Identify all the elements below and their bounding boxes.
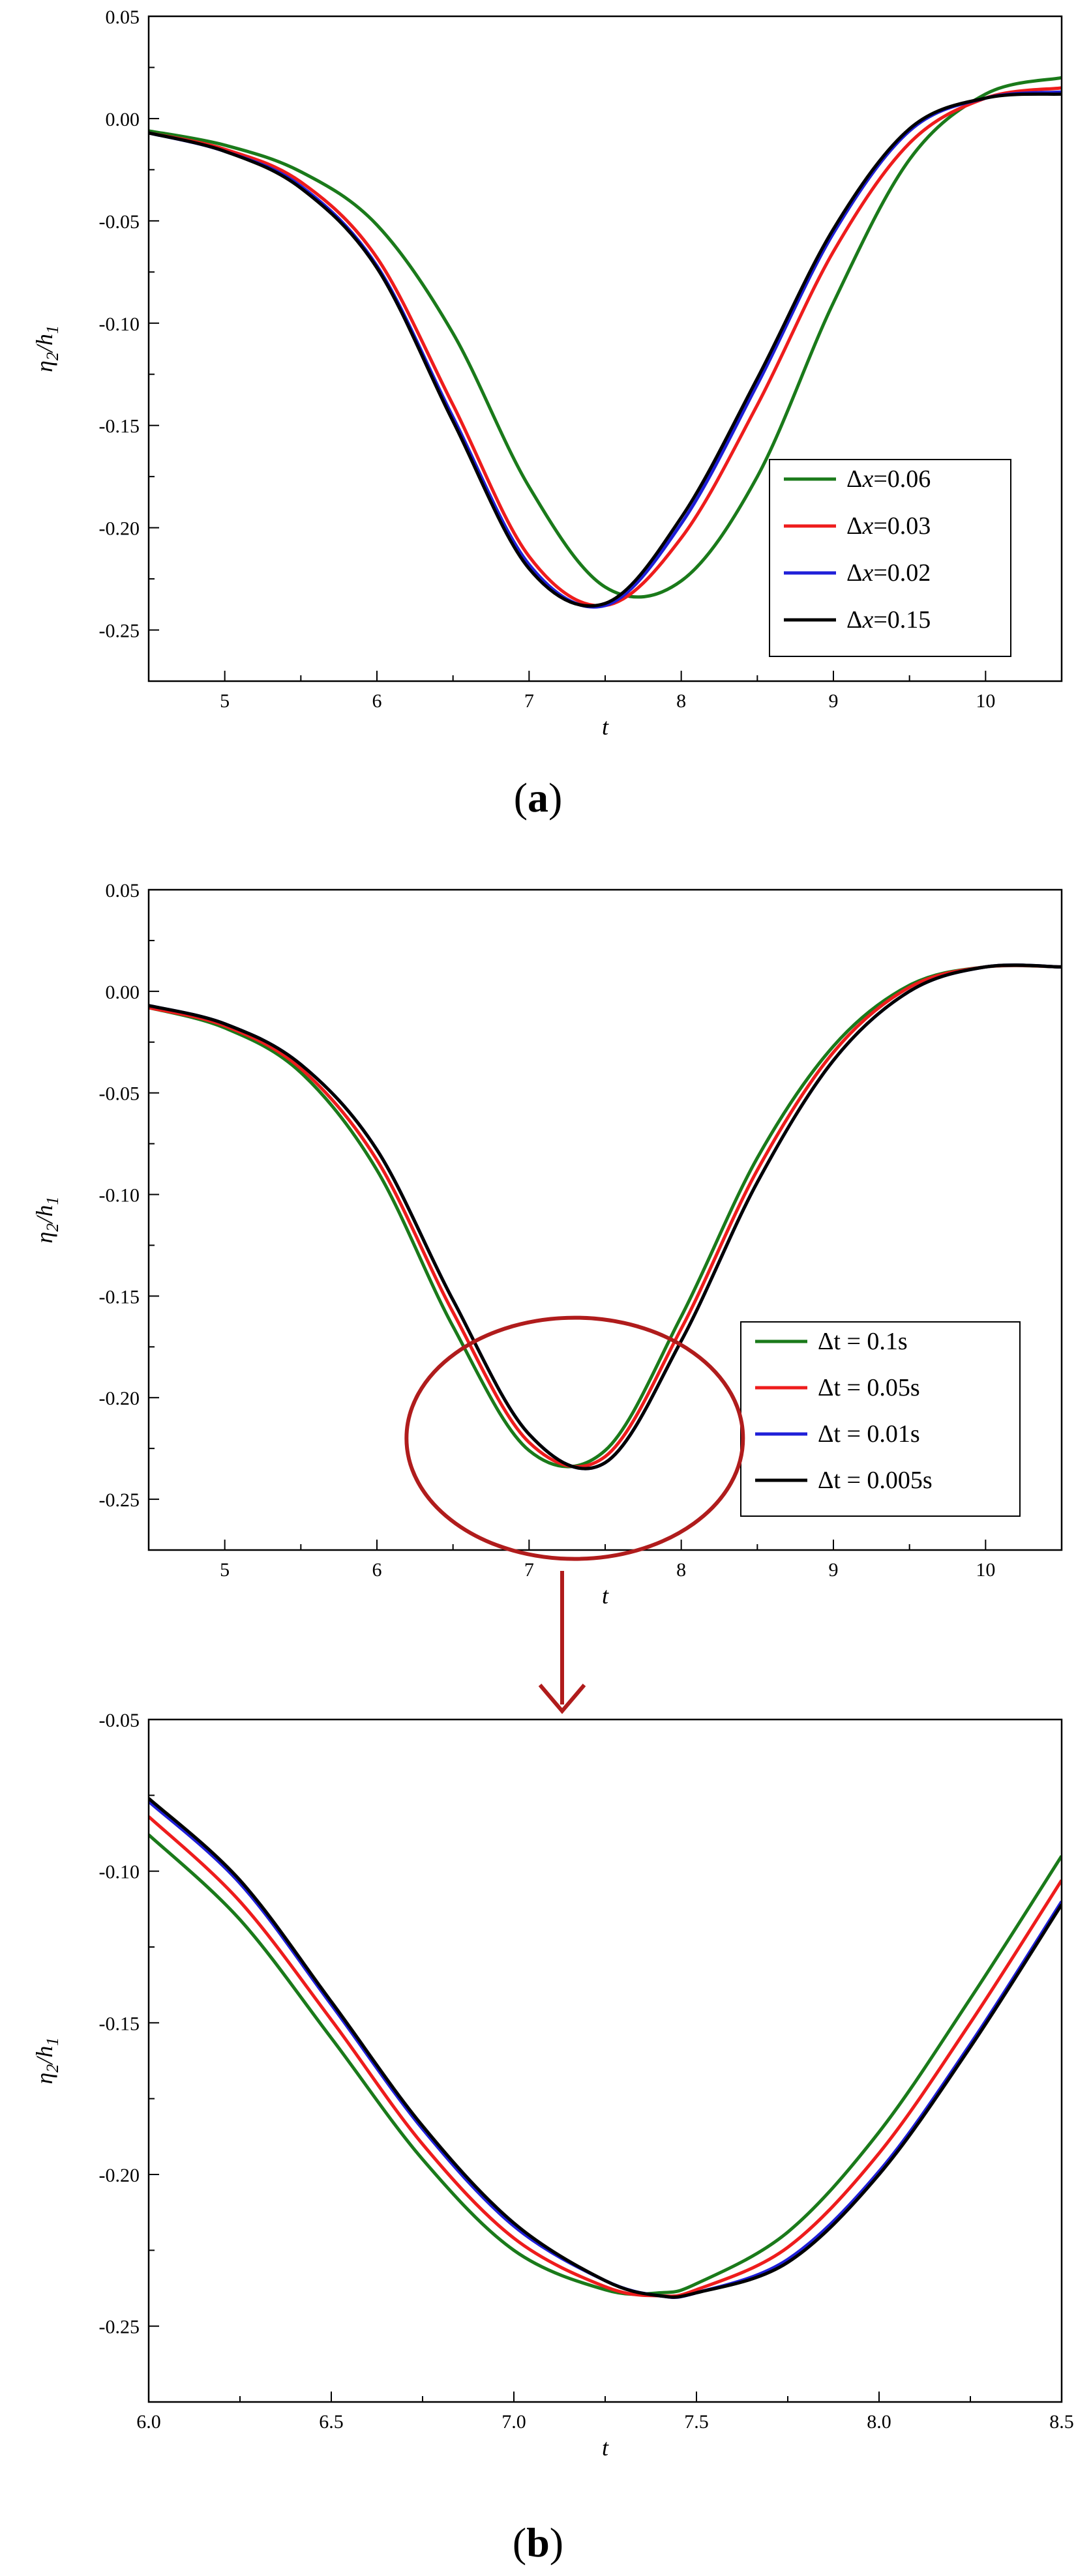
x-tick-label: 6.0 xyxy=(136,2411,161,2433)
y-tick-label: -0.05 xyxy=(99,211,140,233)
y-tick-label: 0.00 xyxy=(106,109,140,130)
x-tick-label: 9 xyxy=(829,690,839,712)
x-tick-label: 9 xyxy=(829,1559,839,1581)
x-tick-label: 10 xyxy=(976,690,995,712)
series-line-4 xyxy=(149,1797,1062,2299)
series-line-2 xyxy=(149,1815,1062,2298)
x-tick-label: 8.0 xyxy=(867,2411,891,2433)
plot-frame xyxy=(147,1718,1063,2403)
caption-a: (a) xyxy=(514,774,563,821)
chart-b-zoom: 6.0 6.5 7.0 7.5 8.0 8.5 -0.05 -0.10 -0.15 -0.20 -0… xyxy=(31,1710,1074,2461)
series-line-4 xyxy=(149,963,1062,1471)
y-tick-label: 0.00 xyxy=(106,982,140,1003)
chart-a: 5 6 7 8 9 10 0.05 0.00 -0.05 -0.10 -0.15 -0.20 -0.25… xyxy=(31,7,1063,740)
y-tick-label: -0.05 xyxy=(99,1083,140,1105)
x-tick-label: 8 xyxy=(676,1559,686,1581)
legend-entry: Δt = 0.1s xyxy=(818,1328,908,1355)
x-tick-label: 7 xyxy=(524,1559,534,1581)
y-axis-label: η2/h1 xyxy=(31,325,62,372)
x-tick-label: 5 xyxy=(220,1559,230,1581)
chart-b-top: 5 6 7 8 9 10 0.05 0.00 -0.05 -0.10 -0.15 -0.20 -0.25… xyxy=(31,880,1063,1609)
y-tick-label: -0.25 xyxy=(99,2317,140,2338)
legend-entry: Δx=0.06 xyxy=(846,465,931,493)
series-group xyxy=(149,76,1062,609)
legend-entry: Δx=0.02 xyxy=(846,559,931,587)
x-tick-label: 6 xyxy=(372,690,382,712)
x-tick-label: 7.5 xyxy=(684,2411,709,2433)
x-tick-label: 8 xyxy=(676,690,686,712)
y-axis-label: η2/h1 xyxy=(31,1197,62,1244)
legend-entry: Δt = 0.05s xyxy=(818,1374,920,1401)
series-line-2 xyxy=(149,963,1062,1469)
y-tick-label: -0.05 xyxy=(99,1710,140,1731)
x-tick-label: 6.5 xyxy=(319,2411,344,2433)
series-line-3 xyxy=(149,1800,1062,2299)
y-tick-label: -0.10 xyxy=(99,1862,140,1883)
y-tick-label: 0.05 xyxy=(106,7,140,28)
legend-entry: Δx=0.15 xyxy=(846,606,931,634)
y-tick-label: -0.20 xyxy=(99,2165,140,2186)
legend-entry: Δx=0.03 xyxy=(846,512,931,540)
y-tick-label: -0.20 xyxy=(99,518,140,540)
x-tick-label: 5 xyxy=(220,690,230,712)
legend-box xyxy=(740,1321,1021,1517)
zoom-highlight-ellipse xyxy=(404,1315,745,1561)
series-line-1 xyxy=(149,963,1062,1469)
legend: Δx=0.06 Δx=0.03 Δx=0.02 Δx=0.15 xyxy=(769,459,1011,657)
x-tick-label: 7.0 xyxy=(501,2411,526,2433)
series-line-1 xyxy=(149,76,1062,599)
series-group xyxy=(149,1797,1062,2299)
y-tick-label: -0.15 xyxy=(99,416,140,437)
y-tick-label: -0.25 xyxy=(99,1489,140,1511)
x-tick-label: 6 xyxy=(372,1559,382,1581)
x-tick-label: 7 xyxy=(524,690,534,712)
legend: Δt = 0.1s Δt = 0.05s Δt = 0.01s Δt = 0.005s xyxy=(740,1321,1021,1517)
panel-caption: (a) xyxy=(514,774,563,821)
series-line-1 xyxy=(149,1833,1062,2296)
zoom-arrow xyxy=(538,1571,586,1714)
panel-caption: (b) xyxy=(513,2519,563,2566)
caption-b: (b) xyxy=(513,2519,563,2566)
series-group xyxy=(149,963,1062,1471)
y-tick-label: -0.25 xyxy=(99,621,140,642)
y-tick-label: 0.05 xyxy=(106,880,140,901)
y-tick-label: -0.10 xyxy=(99,314,140,335)
x-tick-label: 8.5 xyxy=(1049,2411,1074,2433)
legend-entry: Δt = 0.005s xyxy=(818,1467,933,1494)
series-line-4 xyxy=(149,92,1062,608)
x-tick-label: 10 xyxy=(976,1559,995,1581)
legend-entry: Δt = 0.01s xyxy=(818,1420,920,1448)
y-tick-label: -0.15 xyxy=(99,2013,140,2034)
y-tick-label: -0.15 xyxy=(99,1286,140,1308)
x-axis-label: t xyxy=(602,2435,609,2461)
legend-box xyxy=(769,459,1011,657)
x-axis-label: t xyxy=(602,714,609,740)
y-tick-label: -0.10 xyxy=(99,1185,140,1207)
arrow-head xyxy=(538,1684,586,1714)
y-tick-label: -0.20 xyxy=(99,1388,140,1409)
x-axis-label: t xyxy=(602,1583,609,1609)
y-axis-label: η2/h1 xyxy=(31,2038,62,2085)
